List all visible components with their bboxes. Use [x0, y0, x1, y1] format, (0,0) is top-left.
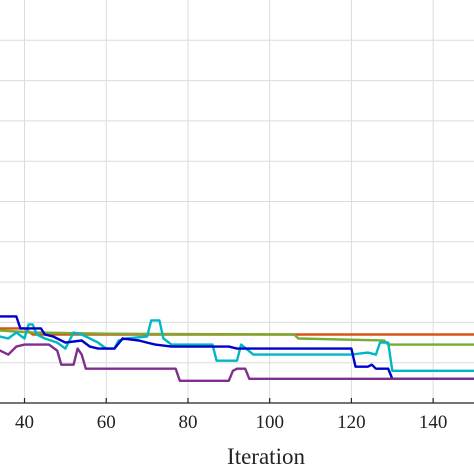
x-tick-label-60: 60	[97, 412, 116, 433]
axis-layer	[0, 398, 474, 404]
x-tick-label-140: 140	[419, 412, 448, 433]
x-tick-label-120: 120	[337, 412, 366, 433]
grid-layer	[0, 0, 474, 403]
series-layer	[0, 315, 474, 382]
series-line-5	[0, 343, 474, 382]
x-axis-label: Iteration	[227, 444, 305, 469]
series-line-4	[0, 315, 474, 380]
x-tick-label-100: 100	[255, 412, 284, 433]
x-tick-label-80: 80	[178, 412, 197, 433]
x-tick-label-40: 40	[15, 412, 34, 433]
x-tick-labels: 40 60 80 100 120 140	[15, 412, 447, 433]
